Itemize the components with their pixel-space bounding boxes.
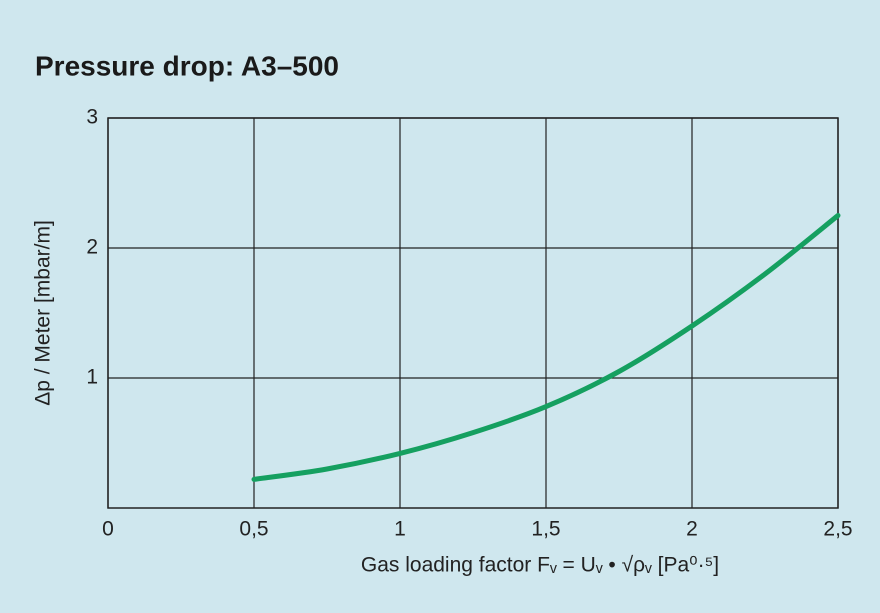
x-tick-label: 1,5 — [531, 518, 560, 541]
plot-frame — [107, 117, 839, 509]
x-tick-label: 0 — [102, 518, 114, 541]
x-tick-label: 0,5 — [239, 518, 268, 541]
y-tick-label: 1 — [86, 366, 98, 389]
chart-title: Pressure drop: A3–500 — [35, 50, 339, 81]
data-line — [251, 213, 841, 482]
y-tick-label: 2 — [86, 236, 98, 259]
y-axis-label: Δp / Meter [mbar/m] — [32, 220, 55, 406]
x-axis-label: Gas loading factor Fᵥ = Uᵥ • √ρᵥ [Pa⁰·⁵] — [361, 554, 719, 577]
x-tick-label: 2 — [686, 518, 698, 541]
y-tick-label: 3 — [86, 106, 98, 129]
x-tick-label: 2,5 — [823, 518, 852, 541]
x-tick-label: 1 — [394, 518, 406, 541]
